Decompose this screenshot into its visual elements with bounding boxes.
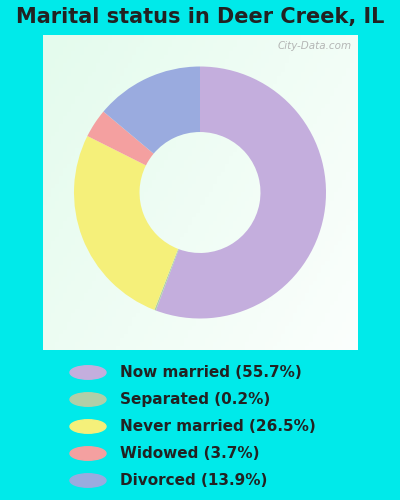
- Wedge shape: [104, 66, 200, 154]
- Wedge shape: [74, 136, 178, 310]
- Text: Divorced (13.9%): Divorced (13.9%): [120, 473, 267, 488]
- Text: Widowed (3.7%): Widowed (3.7%): [120, 446, 260, 461]
- Wedge shape: [87, 112, 154, 166]
- Text: City-Data.com: City-Data.com: [277, 42, 351, 51]
- Text: Now married (55.7%): Now married (55.7%): [120, 365, 302, 380]
- Circle shape: [70, 447, 106, 460]
- Circle shape: [70, 420, 106, 433]
- Circle shape: [70, 474, 106, 487]
- Circle shape: [70, 366, 106, 379]
- Wedge shape: [156, 66, 326, 318]
- Text: Never married (26.5%): Never married (26.5%): [120, 419, 316, 434]
- Text: Separated (0.2%): Separated (0.2%): [120, 392, 270, 407]
- Circle shape: [70, 393, 106, 406]
- Wedge shape: [154, 249, 179, 310]
- Text: Marital status in Deer Creek, IL: Marital status in Deer Creek, IL: [16, 8, 384, 28]
